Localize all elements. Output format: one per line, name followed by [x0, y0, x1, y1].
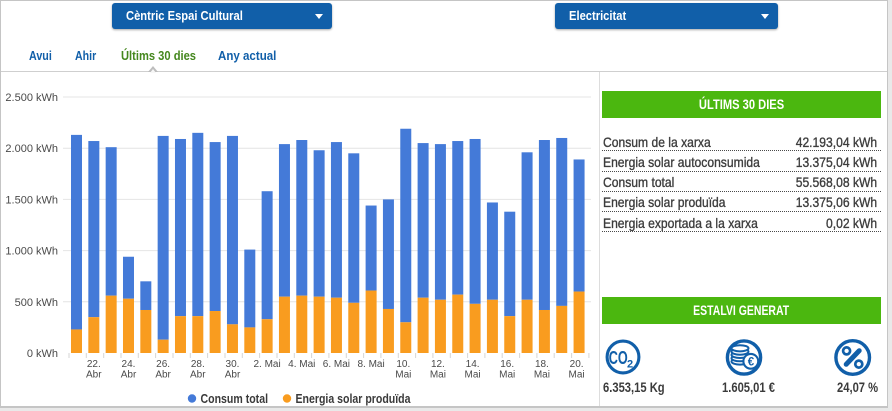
svg-text:500 kWh: 500 kWh — [15, 297, 58, 309]
svg-text:1.500 kWh: 1.500 kWh — [5, 194, 58, 206]
svg-text:CO: CO — [609, 348, 628, 368]
svg-text:20.: 20. — [570, 359, 584, 370]
svg-text:14.: 14. — [466, 359, 480, 370]
svg-text:22.: 22. — [87, 359, 101, 370]
svg-text:Abr: Abr — [225, 370, 241, 381]
svg-text:Mai: Mai — [465, 370, 481, 381]
svg-text:€: € — [748, 357, 755, 369]
svg-text:2. Mai: 2. Mai — [253, 359, 280, 370]
svg-text:24.: 24. — [122, 359, 136, 370]
svg-text:18.: 18. — [535, 359, 549, 370]
svg-text:4. Mai: 4. Mai — [288, 359, 315, 370]
svg-text:1.000 kWh: 1.000 kWh — [5, 246, 58, 258]
svg-text:Mai: Mai — [534, 370, 550, 381]
svg-text:0 kWh: 0 kWh — [27, 348, 58, 360]
svg-text:30.: 30. — [226, 359, 240, 370]
svg-text:2.500 kWh: 2.500 kWh — [5, 92, 58, 104]
svg-text:Abr: Abr — [86, 370, 102, 381]
svg-text:Mai: Mai — [395, 370, 411, 381]
svg-text:Mai: Mai — [569, 370, 585, 381]
svg-text:12.: 12. — [431, 359, 445, 370]
svg-text:16.: 16. — [500, 359, 514, 370]
svg-text:Energia solar produïda: Energia solar produïda — [296, 392, 412, 406]
svg-text:28.: 28. — [191, 359, 205, 370]
svg-text:Consum total: Consum total — [201, 392, 269, 406]
svg-text:Mai: Mai — [430, 370, 446, 381]
svg-text:Abr: Abr — [190, 370, 206, 381]
svg-text:2.000 kWh: 2.000 kWh — [5, 143, 58, 155]
svg-text:Mai: Mai — [499, 370, 515, 381]
svg-text:Abr: Abr — [121, 370, 137, 381]
svg-text:26.: 26. — [156, 359, 170, 370]
svg-text:Abr: Abr — [155, 370, 171, 381]
svg-text:8. Mai: 8. Mai — [357, 359, 384, 370]
svg-text:2: 2 — [627, 359, 633, 371]
svg-text:10.: 10. — [396, 359, 410, 370]
svg-text:6. Mai: 6. Mai — [323, 359, 350, 370]
